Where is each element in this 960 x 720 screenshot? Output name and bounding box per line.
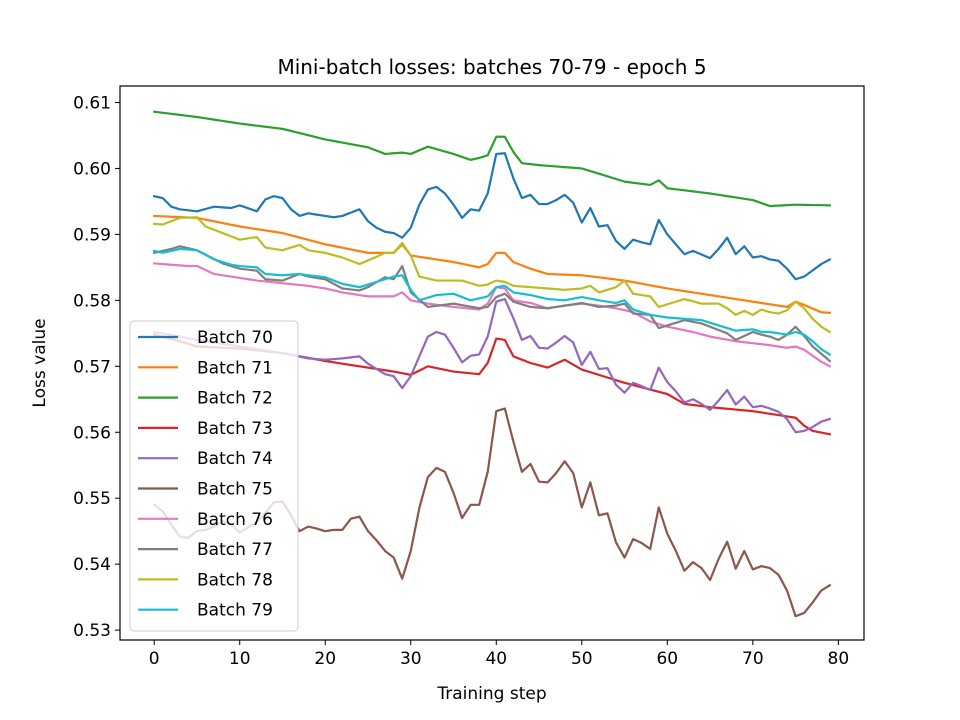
- legend-label: Batch 78: [197, 570, 273, 590]
- series-line-batch-70: [152, 152, 832, 281]
- legend-label: Batch 79: [197, 601, 273, 621]
- series-line-batch-72: [152, 110, 831, 208]
- legend-label: Batch 75: [197, 480, 273, 500]
- x-tick-label: 70: [742, 649, 764, 669]
- legend-item: Batch 75: [138, 480, 273, 500]
- legend-item: Batch 73: [138, 419, 273, 439]
- legend: Batch 70 Batch 71 Batch 72 Batch 73 Batch 74…: [129, 320, 299, 632]
- y-tick-label: 0.60: [73, 159, 111, 179]
- y-tick-label: 0.54: [73, 555, 111, 575]
- y-tick-label: 0.53: [73, 621, 111, 641]
- legend-item: Batch 72: [138, 389, 273, 409]
- legend-item: Batch 79: [138, 601, 273, 621]
- x-axis-label: Training step: [436, 684, 546, 704]
- legend-label: Batch 73: [197, 419, 273, 439]
- legend-label: Batch 74: [197, 449, 273, 469]
- legend-item: Batch 71: [138, 358, 273, 378]
- y-axis-label: Loss value: [30, 318, 50, 407]
- y-tick-label: 0.58: [73, 291, 111, 311]
- y-tick-label: 0.59: [73, 225, 111, 245]
- x-tick-label: 40: [485, 649, 507, 669]
- legend-items: Batch 70 Batch 71 Batch 72 Batch 73 Batch 74…: [138, 328, 273, 621]
- plot-area: 0 10 20 30 40 50 60 70 80 0.530.540.550.560.570.…: [73, 85, 865, 669]
- legend-item: Batch 78: [138, 570, 273, 590]
- y-tick-label: 0.56: [73, 423, 111, 443]
- legend-label: Batch 76: [197, 510, 273, 530]
- series-line-batch-77: [152, 245, 832, 363]
- series-line-batch-79: [152, 247, 832, 356]
- legend-label: Batch 70: [197, 328, 273, 348]
- x-tick-label: 10: [229, 649, 251, 669]
- plot-frame: [119, 85, 865, 641]
- series-layer: [152, 110, 832, 618]
- y-tick-label: 0.55: [73, 489, 111, 509]
- y-tick-label: 0.57: [73, 357, 111, 377]
- series-line-batch-78: [153, 216, 832, 334]
- y-tick-label: 0.61: [73, 93, 111, 113]
- x-tick-label: 50: [571, 649, 593, 669]
- x-tick-label: 30: [400, 649, 422, 669]
- x-tick-label: 80: [828, 649, 850, 669]
- chart-title: Mini-batch losses: batches 70-79 - epoch…: [277, 55, 706, 79]
- legend-item: Batch 77: [138, 540, 273, 560]
- x-tick-label: 60: [656, 649, 678, 669]
- series-line-batch-71: [153, 214, 831, 315]
- y-axis: 0.53 0.54 0.55 0.56 0.57 0.58 0.59 0.60 0.61: [73, 93, 120, 641]
- legend-item: Batch 74: [138, 449, 273, 469]
- x-axis: 0 10 20 30 40 50 60 70 80: [149, 640, 849, 669]
- legend-item: Batch 70: [138, 328, 273, 348]
- legend-label: Batch 71: [197, 358, 273, 378]
- legend-label: Batch 72: [197, 389, 273, 409]
- legend-label: Batch 77: [197, 540, 273, 560]
- x-tick-label: 0: [149, 649, 160, 669]
- series-line-batch-76: [153, 262, 832, 368]
- x-tick-label: 20: [314, 649, 336, 669]
- legend-item: Batch 76: [138, 510, 273, 530]
